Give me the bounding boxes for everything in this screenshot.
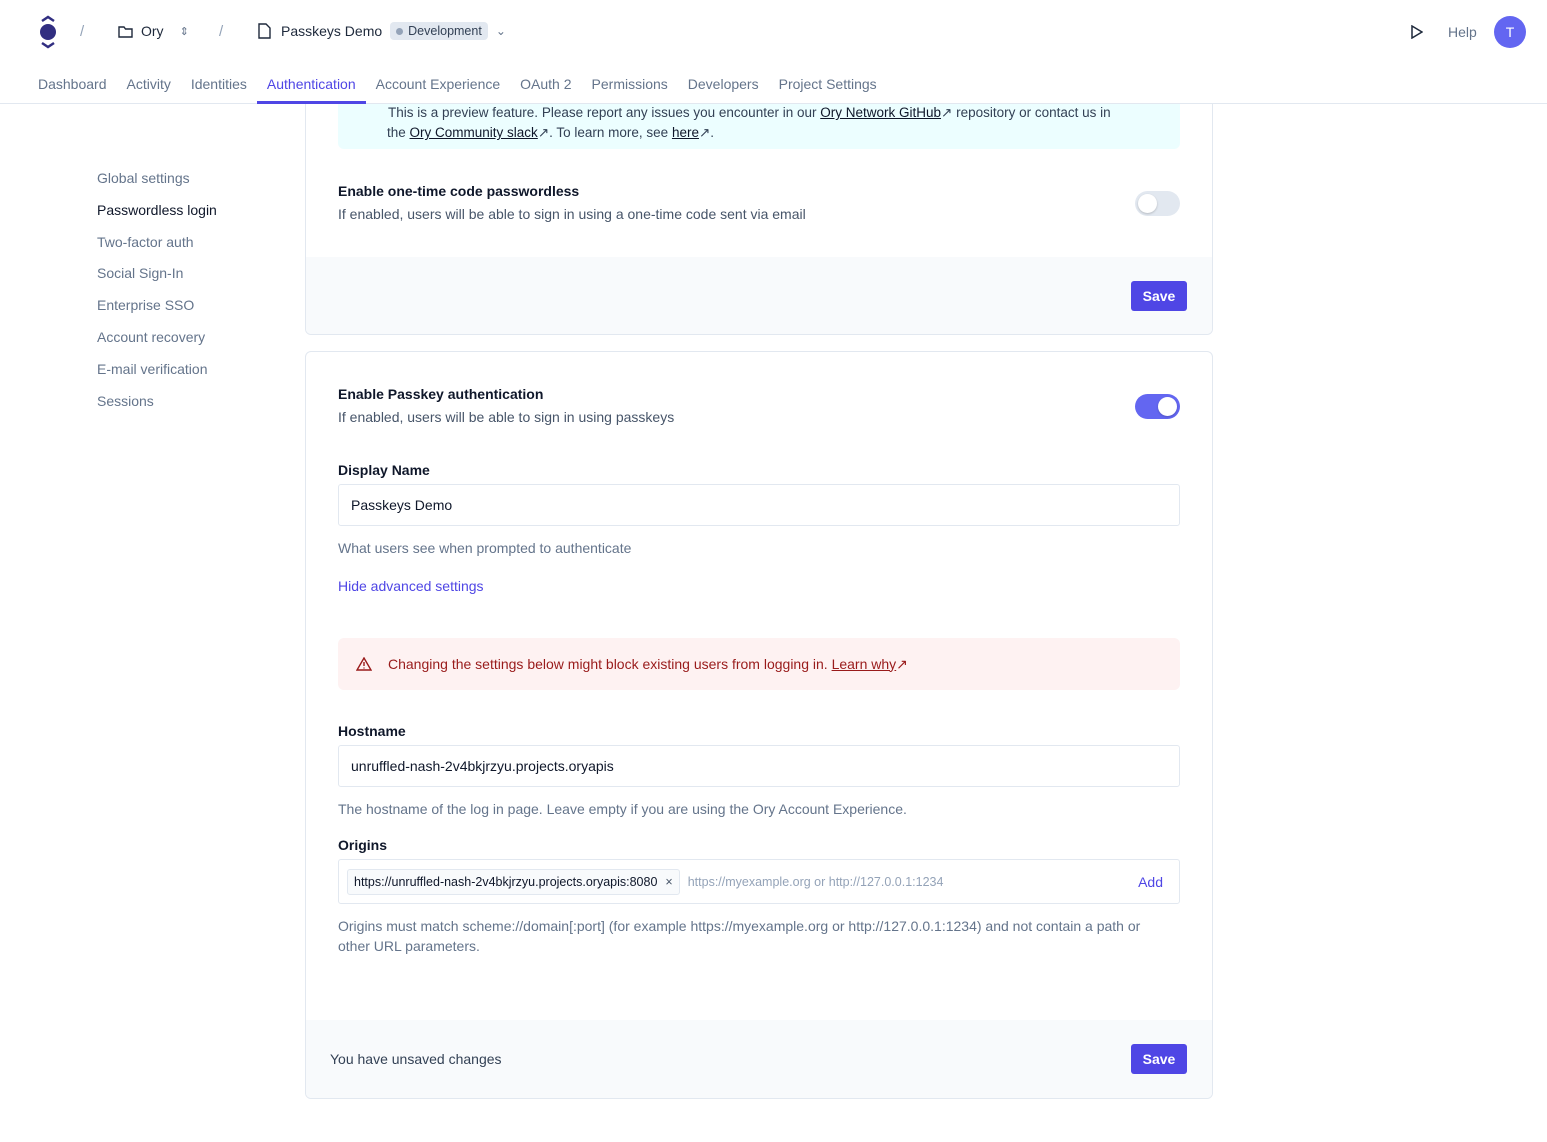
passkey-settings-card: Enable Passkey authentication If enabled… (305, 351, 1213, 1099)
learn-why-link[interactable]: Learn why (831, 655, 897, 672)
tab-dashboard[interactable]: Dashboard (38, 76, 107, 92)
project-switcher[interactable]: Passkeys Demo Development ⌄ (258, 22, 506, 40)
origins-label: Origins (338, 837, 388, 853)
sidebar-item-passwordless-login[interactable]: Passwordless login (97, 201, 217, 218)
document-icon (258, 23, 271, 39)
environment-badge: Development (390, 22, 488, 40)
display-name-input[interactable]: Passkeys Demo (338, 484, 1180, 526)
help-link[interactable]: Help (1448, 24, 1477, 40)
otp-title: Enable one-time code passwordless (338, 183, 580, 199)
passkey-footer: You have unsaved changes Save (306, 1020, 1212, 1098)
display-name-label: Display Name (338, 462, 430, 478)
sidebar-item-sessions[interactable]: Sessions (97, 392, 154, 409)
tab-account-experience[interactable]: Account Experience (375, 76, 501, 92)
passkey-title: Enable Passkey authentication (338, 386, 544, 402)
origin-entry-field[interactable]: https://myexample.org or http://127.0.0.… (687, 874, 944, 889)
hide-advanced-settings-link[interactable]: Hide advanced settings (338, 578, 484, 594)
org-switcher[interactable]: Ory ⇕ (118, 23, 189, 39)
origin-chip: https://unruffled-nash-2v4bkjrzyu.projec… (347, 868, 680, 895)
folder-icon (118, 25, 133, 38)
sidebar-item-email-verification[interactable]: E-mail verification (97, 360, 208, 377)
sidebar-item-two-factor-auth[interactable]: Two-factor auth (97, 233, 194, 250)
breadcrumb-separator: / (80, 23, 85, 40)
top-header: / Ory ⇕ / Passkeys Demo Development ⌄ He… (0, 0, 1547, 104)
warning-triangle-icon (356, 657, 372, 671)
passkey-description: If enabled, users will be able to sign i… (338, 409, 675, 425)
sidebar-item-enterprise-sso[interactable]: Enterprise SSO (97, 297, 195, 314)
tab-identities[interactable]: Identities (190, 76, 247, 92)
add-origin-button[interactable]: Add (1138, 873, 1163, 890)
hostname-help: The hostname of the log in page. Leave e… (338, 801, 907, 817)
sidebar-item-account-recovery[interactable]: Account recovery (97, 328, 206, 345)
tab-oauth2[interactable]: OAuth 2 (520, 76, 572, 92)
sidebar-item-social-sign-in[interactable]: Social Sign-In (97, 265, 184, 282)
otp-footer: Save (306, 257, 1212, 334)
here-link[interactable]: here (671, 125, 699, 140)
main-tabs: Dashboard Activity Identities Authentica… (28, 68, 887, 104)
github-link[interactable]: Ory Network GitHub (820, 105, 942, 120)
warning-banner: Changing the settings below might block … (338, 638, 1180, 690)
otp-description: If enabled, users will be able to sign i… (338, 206, 806, 222)
otp-toggle[interactable] (1135, 191, 1180, 216)
settings-sidebar: Global settings Passwordless login Two-f… (97, 168, 217, 422)
tab-developers[interactable]: Developers (687, 76, 759, 92)
display-name-help: What users see when prompted to authenti… (338, 540, 632, 556)
tab-authentication[interactable]: Authentication (256, 68, 366, 104)
avatar[interactable]: T (1494, 16, 1526, 48)
tab-activity[interactable]: Activity (126, 76, 171, 92)
hostname-input[interactable]: unruffled-nash-2v4bkjrzyu.projects.oryap… (338, 745, 1180, 787)
otp-save-button[interactable]: Save (1131, 281, 1187, 311)
project-name: Passkeys Demo (281, 23, 383, 39)
tab-project-settings[interactable]: Project Settings (778, 76, 877, 92)
remove-origin-icon[interactable]: × (665, 874, 673, 889)
passkey-save-button[interactable]: Save (1131, 1044, 1187, 1074)
ory-logo[interactable] (37, 15, 59, 49)
tab-permissions[interactable]: Permissions (591, 76, 668, 92)
hostname-label: Hostname (338, 723, 406, 739)
origins-input[interactable]: https://unruffled-nash-2v4bkjrzyu.projec… (338, 859, 1180, 904)
passkey-toggle[interactable] (1135, 394, 1180, 419)
sidebar-item-global-settings[interactable]: Global settings (97, 170, 190, 186)
chevron-down-icon: ⌄ (495, 24, 506, 38)
play-icon[interactable] (1411, 25, 1423, 39)
origins-help: Origins must match scheme://domain[:port… (338, 918, 1141, 954)
breadcrumb-separator: / (219, 23, 224, 40)
org-name: Ory (141, 23, 164, 39)
chevron-up-down-icon: ⇕ (179, 25, 189, 38)
slack-link[interactable]: Ory Community slack (409, 125, 538, 140)
unsaved-changes-text: You have unsaved changes (330, 1051, 502, 1067)
